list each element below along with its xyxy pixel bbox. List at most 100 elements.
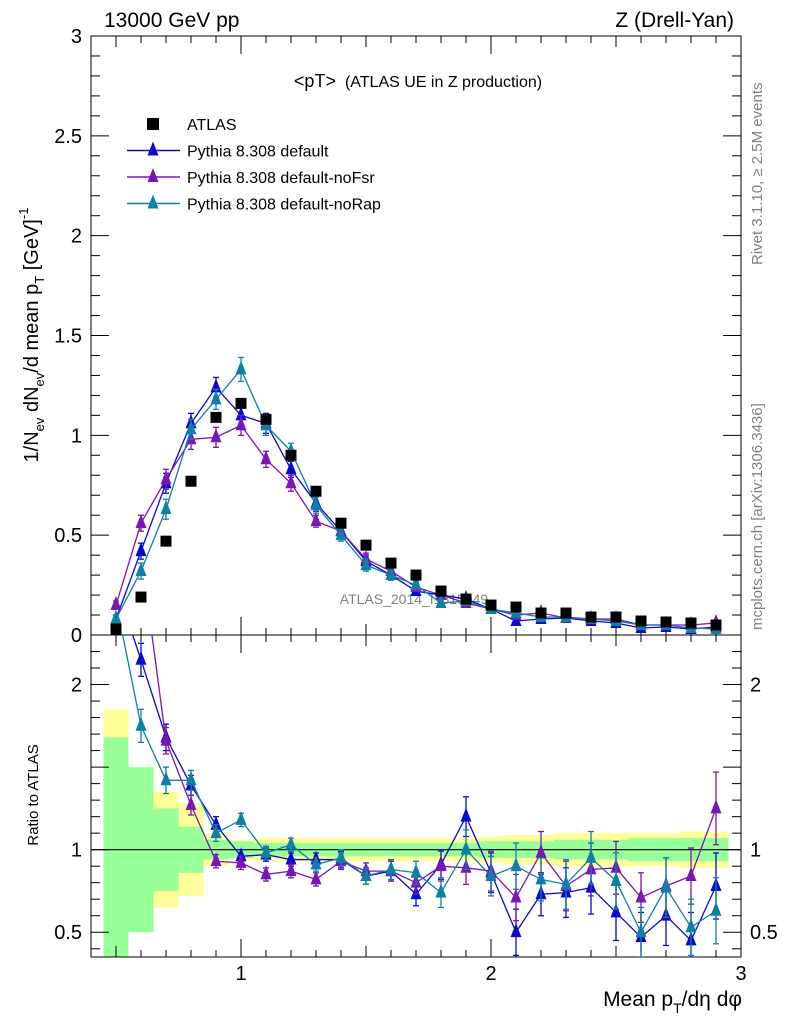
ratio-point-noRap bbox=[510, 857, 522, 872]
legend-label-noFsr: Pythia 8.308 default-noFsr bbox=[187, 170, 375, 187]
y-axis-title-part: ev bbox=[32, 372, 47, 386]
ratio-point-noRap bbox=[485, 867, 497, 882]
x-tick-label: 1 bbox=[235, 963, 246, 985]
point-noRap bbox=[310, 496, 322, 511]
ratio-point-noRap bbox=[185, 771, 197, 786]
point-data bbox=[110, 623, 122, 635]
ratio-point-default bbox=[111, 576, 122, 590]
ratio-point-noFsr bbox=[285, 862, 297, 877]
ratio-point-noFsr bbox=[160, 731, 172, 746]
band-inner-bin bbox=[103, 737, 129, 957]
axes: 1 2 300.511.522.530.5 0.51 12 2 bbox=[54, 26, 778, 985]
y-tick-label: 2.5 bbox=[54, 126, 82, 148]
ratio-point-noFsr bbox=[260, 865, 272, 880]
point-noFsr bbox=[310, 512, 322, 527]
x-tick-label: 3 bbox=[735, 963, 746, 985]
header-left: 13000 GeV pp bbox=[104, 9, 239, 32]
y-axis-title-part: /d mean p bbox=[21, 284, 43, 373]
ratio-point-default bbox=[135, 650, 147, 665]
point-data bbox=[135, 591, 147, 603]
ratio-point-noFsr bbox=[710, 799, 722, 814]
point-data bbox=[435, 585, 447, 597]
y-axis-title-part: ev bbox=[32, 417, 47, 431]
ratio-point-noRap bbox=[435, 883, 447, 898]
y-axis-title-part: [GeV] bbox=[21, 219, 43, 276]
legend-marker-noFsr bbox=[147, 168, 159, 182]
point-default bbox=[285, 460, 297, 475]
legend-marker-data bbox=[147, 118, 159, 130]
ratio-frame bbox=[90, 634, 742, 958]
ratio-y-tick-label-right: 1 bbox=[750, 840, 761, 862]
side-label-top: Rivet 3.1.10, ≥ 2.5M events bbox=[749, 83, 766, 266]
ratio-point-default bbox=[460, 807, 472, 822]
point-noRap bbox=[360, 556, 372, 571]
y-axis-title-part: dN bbox=[21, 386, 43, 417]
ratio-point-noRap bbox=[360, 867, 372, 882]
x-axis-title-part: T bbox=[673, 1000, 682, 1016]
ratio-point-noRap bbox=[135, 716, 147, 731]
legend-label-data: ATLAS bbox=[187, 117, 237, 134]
legend-marker-default bbox=[147, 141, 159, 156]
point-noFsr bbox=[260, 450, 272, 465]
ratio-point-noFsr bbox=[111, 263, 122, 277]
point-data bbox=[310, 485, 322, 497]
ratio-point-noFsr bbox=[435, 857, 447, 872]
point-default bbox=[135, 542, 147, 557]
point-noFsr bbox=[235, 416, 247, 431]
point-data bbox=[260, 413, 272, 425]
point-data bbox=[685, 617, 697, 629]
point-noRap bbox=[235, 360, 247, 375]
x-axis-title-part: Mean p bbox=[603, 988, 673, 1011]
ratio-point-noFsr bbox=[210, 852, 222, 867]
ratio-point-noRap bbox=[585, 848, 597, 863]
point-data bbox=[360, 539, 372, 551]
point-noFsr bbox=[160, 470, 172, 485]
point-data bbox=[185, 475, 197, 487]
watermark: ATLAS_2014_I1315949 bbox=[340, 591, 489, 607]
point-data bbox=[460, 593, 472, 605]
ratio-point-noRap bbox=[535, 870, 547, 885]
point-noRap bbox=[385, 566, 397, 581]
ratio-point-noRap bbox=[385, 860, 397, 875]
y-tick-label: 3 bbox=[71, 26, 82, 48]
y-tick-label: 2 bbox=[71, 226, 82, 248]
y-tick-label: 1 bbox=[71, 425, 82, 447]
point-data bbox=[335, 517, 347, 529]
ratio-point-noFsr bbox=[510, 888, 522, 903]
ratio-point-noRap bbox=[560, 875, 572, 890]
x-axis-title: Mean pT/dη dφ bbox=[603, 988, 742, 1016]
point-data bbox=[210, 411, 222, 423]
legend: ATLAS Pythia 8.308 default Pythia 8.308 de… bbox=[127, 117, 381, 214]
ratio-point-noRap bbox=[210, 824, 222, 839]
point-noRap bbox=[135, 562, 147, 577]
plot-title: <pT> bbox=[294, 71, 336, 91]
side-label-bottom: mcplots.cern.ch [arXiv:1306.3436] bbox=[749, 403, 766, 630]
ratio-point-noRap bbox=[410, 863, 422, 878]
plot-title-line: <pT> (ATLAS UE in Z production) bbox=[294, 71, 542, 91]
ratio-point-noFsr bbox=[185, 796, 197, 811]
ratio-point-noFsr bbox=[635, 888, 647, 903]
ratio-y-tick-label-right: 0.5 bbox=[750, 922, 778, 944]
point-noRap bbox=[185, 420, 197, 435]
point-data bbox=[385, 557, 397, 569]
point-noFsr bbox=[210, 428, 222, 443]
point-noRap bbox=[335, 526, 347, 541]
point-data bbox=[660, 616, 672, 628]
point-data bbox=[410, 569, 422, 581]
legend-label-default: Pythia 8.308 default bbox=[187, 144, 329, 161]
point-noFsr bbox=[110, 596, 122, 610]
point-data bbox=[710, 619, 722, 631]
ratio-point-noRap bbox=[635, 923, 647, 938]
header-right: Z (Drell-Yan) bbox=[615, 9, 734, 32]
x-axis-title-part: /dη dφ bbox=[682, 988, 742, 1011]
plot-subtitle: (ATLAS UE in Z production) bbox=[345, 74, 542, 91]
point-noRap bbox=[110, 610, 122, 624]
ratio-point-noRap bbox=[685, 918, 697, 933]
ratio-point-noRap bbox=[460, 840, 472, 855]
ratio-series-noRap bbox=[122, 635, 722, 957]
legend-marker-noRap bbox=[147, 194, 159, 209]
ratio-y-tick-label: 1 bbox=[71, 840, 82, 862]
point-noRap bbox=[435, 594, 447, 609]
ratio-point-noFsr bbox=[235, 853, 247, 868]
ratio-point-noRap bbox=[260, 843, 272, 858]
